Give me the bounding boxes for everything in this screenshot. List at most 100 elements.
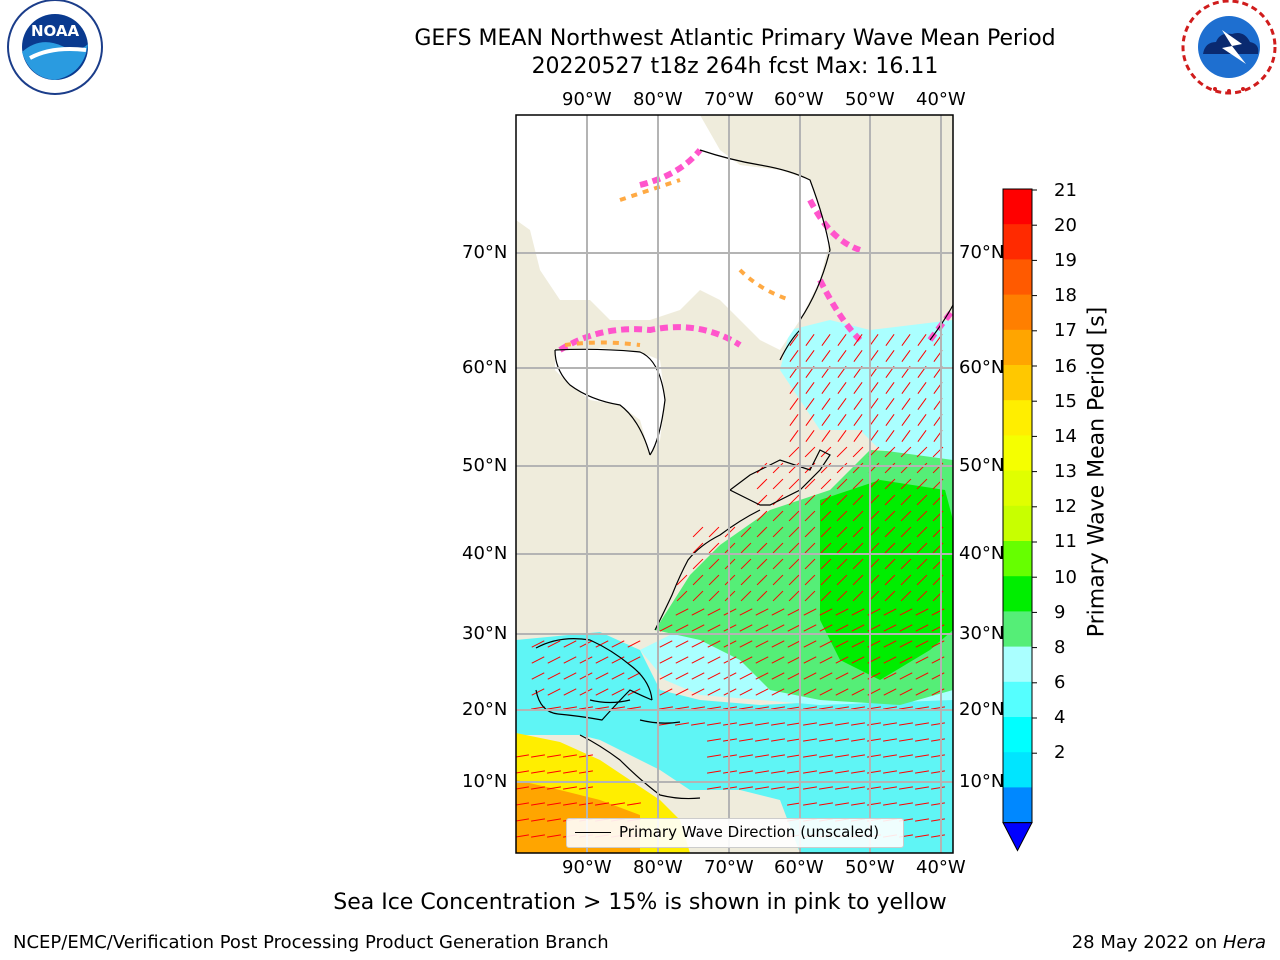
wave-arrow bbox=[787, 656, 801, 664]
wave-arrow bbox=[803, 738, 817, 742]
wave-arrow bbox=[852, 510, 864, 522]
wave-arrow bbox=[772, 558, 784, 570]
lon-tick-top: 60°W bbox=[774, 89, 824, 110]
wave-arrow bbox=[563, 754, 577, 758]
wave-arrow bbox=[835, 656, 849, 664]
wave-arrow bbox=[900, 510, 912, 522]
wave-arrow bbox=[917, 350, 927, 362]
wave-arrow bbox=[931, 802, 945, 806]
wave-arrow bbox=[836, 590, 848, 602]
wave-arrow bbox=[805, 430, 815, 442]
wave-arrow bbox=[739, 640, 753, 648]
wave-arrow bbox=[771, 624, 785, 632]
wave-arrow bbox=[755, 688, 769, 696]
wave-arrow bbox=[563, 640, 577, 648]
lon-tick-top: 50°W bbox=[845, 89, 895, 110]
wave-arrow bbox=[803, 770, 817, 774]
wave-arrow bbox=[883, 722, 897, 726]
wave-arrow bbox=[692, 558, 704, 570]
wave-arrow bbox=[547, 802, 561, 806]
wave-arrow bbox=[885, 398, 895, 410]
wave-arrow bbox=[884, 590, 896, 602]
wave-arrow bbox=[916, 574, 928, 586]
wave-arrow bbox=[819, 738, 833, 742]
wave-arrow bbox=[692, 574, 704, 586]
wave-arrow bbox=[739, 706, 753, 710]
wave-arrow bbox=[676, 590, 688, 602]
wave-arrow bbox=[756, 526, 768, 538]
colorbar-tick: 20 bbox=[1054, 215, 1077, 236]
wave-arrow bbox=[851, 624, 865, 632]
wave-arrow bbox=[915, 802, 929, 806]
wave-arrow bbox=[851, 640, 865, 648]
lon-tick-top: 90°W bbox=[562, 89, 612, 110]
wave-arrow bbox=[531, 688, 545, 696]
wave-arrow bbox=[692, 526, 704, 538]
wave-arrow bbox=[803, 688, 817, 696]
credit-date: 28 May 2022 on bbox=[1071, 932, 1223, 953]
wave-arrow bbox=[787, 786, 801, 790]
wave-arrow bbox=[821, 414, 831, 426]
colorbar-segment bbox=[1003, 752, 1032, 788]
wave-arrow bbox=[900, 446, 912, 458]
wave-arrow bbox=[756, 494, 768, 506]
wave-arrow bbox=[804, 558, 816, 570]
footnote: Sea Ice Concentration > 15% is shown in … bbox=[333, 890, 947, 915]
wave-arrow bbox=[835, 624, 849, 632]
wave-arrow bbox=[611, 802, 625, 806]
colorbar-segment bbox=[1003, 787, 1032, 824]
wave-arrow bbox=[819, 624, 833, 632]
wave-arrow bbox=[899, 786, 913, 790]
wave-arrow bbox=[692, 590, 704, 602]
lat-tick-right: 60°N bbox=[959, 357, 1005, 378]
wave-arrow bbox=[563, 688, 577, 696]
wave-arrow bbox=[707, 706, 721, 710]
colorbar-tick: 4 bbox=[1054, 707, 1066, 728]
wave-arrow bbox=[900, 542, 912, 554]
wave-arrow bbox=[885, 414, 895, 426]
wave-arrow bbox=[755, 608, 769, 616]
wave-arrow bbox=[789, 350, 799, 362]
colorbar-segment bbox=[1003, 224, 1032, 260]
colorbar-tick: 15 bbox=[1054, 391, 1077, 412]
wave-arrow bbox=[852, 542, 864, 554]
wave-arrow bbox=[805, 382, 815, 394]
wave-arrow bbox=[547, 706, 561, 710]
wave-arrow bbox=[675, 672, 689, 680]
wave-arrow bbox=[883, 738, 897, 742]
wave-arrow bbox=[803, 608, 817, 616]
wave-arrow bbox=[788, 558, 800, 570]
lat-tick-left: 70°N bbox=[462, 242, 508, 263]
wave-arrow bbox=[755, 786, 769, 790]
wave-arrow bbox=[900, 574, 912, 586]
wave-arrow bbox=[836, 446, 848, 458]
wave-arrow bbox=[771, 640, 785, 648]
chart-subtitle: 20220527 t18z 264h fcst Max: 16.11 bbox=[531, 54, 939, 79]
wave-arrow bbox=[772, 542, 784, 554]
wave-arrow bbox=[803, 656, 817, 664]
wave-arrow bbox=[805, 414, 815, 426]
wave-arrow bbox=[772, 574, 784, 586]
wave-arrow bbox=[901, 334, 911, 346]
wave-arrow bbox=[915, 722, 929, 726]
wave-arrow bbox=[755, 738, 769, 742]
wave-arrow bbox=[627, 672, 641, 680]
wave-arrow bbox=[788, 446, 800, 458]
wave-arrow bbox=[931, 688, 945, 696]
colorbar-tick: 14 bbox=[1054, 426, 1077, 447]
wave-arrow bbox=[900, 558, 912, 570]
wave-arrow bbox=[803, 706, 817, 710]
legend-line-icon bbox=[575, 832, 611, 833]
wave-arrow bbox=[771, 656, 785, 664]
wave-arrow bbox=[852, 478, 864, 490]
wave-arrow bbox=[739, 754, 753, 758]
wave-arrow bbox=[516, 802, 529, 806]
wave-arrow bbox=[931, 786, 945, 790]
wave-arrow bbox=[803, 802, 817, 806]
wave-arrow bbox=[675, 656, 689, 664]
wave-arrow bbox=[788, 590, 800, 602]
colorbar-segment bbox=[1003, 365, 1032, 401]
lon-tick-bottom: 60°W bbox=[774, 857, 824, 878]
wave-arrow bbox=[836, 510, 848, 522]
wave-arrow bbox=[659, 624, 673, 632]
